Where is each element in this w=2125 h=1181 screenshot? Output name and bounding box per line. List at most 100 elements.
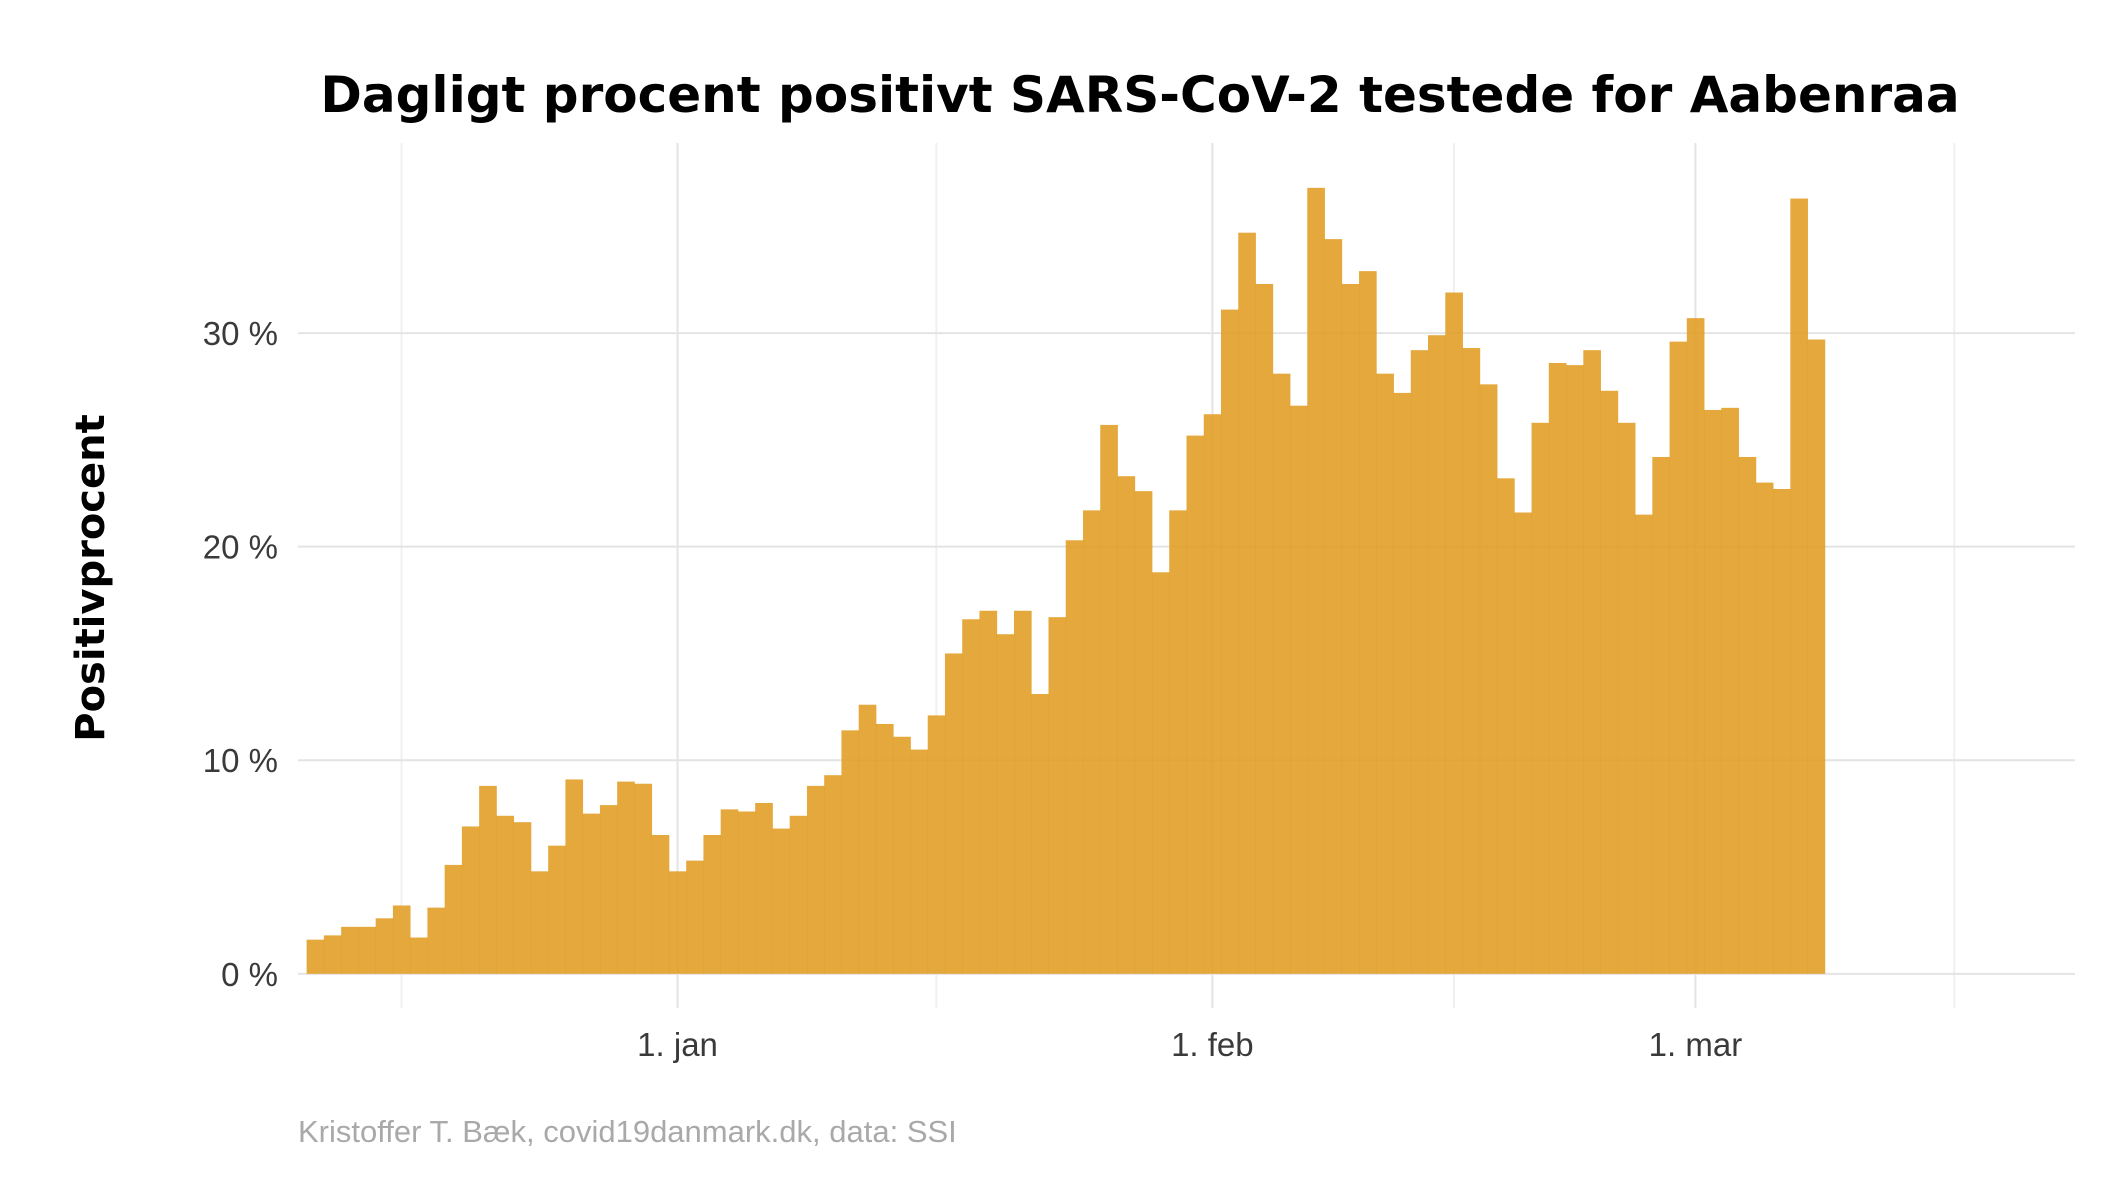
bar xyxy=(668,871,687,974)
bar xyxy=(1238,232,1256,974)
bar xyxy=(1324,239,1343,974)
bar xyxy=(1307,187,1325,974)
bar xyxy=(1341,283,1360,974)
bar xyxy=(1479,384,1498,974)
bar xyxy=(548,845,566,974)
bar xyxy=(1721,407,1739,974)
bar xyxy=(496,815,515,974)
x-tick-label: 1. mar xyxy=(1649,1026,1743,1063)
bar xyxy=(323,935,342,974)
bar xyxy=(1738,456,1757,974)
bar xyxy=(461,826,480,974)
bar xyxy=(824,775,842,974)
bar xyxy=(1221,309,1239,974)
y-axis-ticks: 0 % 10 % 20 % 30 % xyxy=(203,315,278,993)
bar xyxy=(772,828,791,974)
bar xyxy=(1807,339,1826,974)
bar xyxy=(306,939,325,974)
bar xyxy=(737,811,756,974)
bar xyxy=(893,736,911,974)
bar xyxy=(1635,514,1653,974)
bar xyxy=(1531,422,1550,974)
bar xyxy=(910,749,929,974)
bar xyxy=(1652,456,1670,974)
bar xyxy=(1290,405,1308,974)
bar xyxy=(1359,271,1377,974)
bar xyxy=(1428,335,1446,974)
bar xyxy=(1445,292,1463,974)
bar xyxy=(599,805,618,974)
y-axis-label: Positivprocent xyxy=(68,414,114,742)
bar xyxy=(703,835,722,974)
bar xyxy=(1065,540,1084,974)
bar xyxy=(444,864,463,974)
y-tick-label: 10 % xyxy=(203,742,278,779)
bar xyxy=(927,715,946,974)
y-tick-label: 20 % xyxy=(203,529,278,566)
bar xyxy=(1255,283,1274,974)
bar xyxy=(1583,350,1601,974)
bar xyxy=(651,835,670,974)
bar xyxy=(979,610,998,974)
bar xyxy=(806,785,825,974)
bar xyxy=(1790,198,1808,974)
bar xyxy=(1134,491,1153,974)
x-tick-label: 1. feb xyxy=(1171,1026,1254,1063)
bar xyxy=(634,783,653,974)
bar xyxy=(1117,476,1136,974)
x-tick-label: 1. jan xyxy=(637,1026,718,1063)
bar xyxy=(1669,341,1688,974)
chart-title: Dagligt procent positivt SARS-CoV-2 test… xyxy=(320,66,1959,124)
bar xyxy=(1272,373,1291,974)
bar xyxy=(617,781,635,974)
y-tick-label: 30 % xyxy=(203,315,278,352)
bar xyxy=(1497,478,1515,974)
bar xyxy=(996,634,1015,974)
bar xyxy=(1013,610,1032,974)
y-tick-label: 0 % xyxy=(221,956,278,993)
bar xyxy=(1773,489,1791,974)
bar xyxy=(1203,414,1222,974)
bar xyxy=(375,918,394,974)
bar xyxy=(1410,350,1429,974)
bar xyxy=(686,860,704,974)
bar xyxy=(841,730,860,974)
bars xyxy=(306,187,1826,974)
bar xyxy=(1169,510,1187,974)
bar xyxy=(358,926,377,974)
bar xyxy=(875,723,894,974)
bar xyxy=(1393,392,1412,974)
bar xyxy=(410,937,428,974)
bar xyxy=(1566,365,1584,974)
bar xyxy=(530,871,549,974)
bar xyxy=(341,926,359,974)
bar xyxy=(962,619,980,974)
bar xyxy=(1031,694,1049,974)
bar xyxy=(513,822,532,974)
bar xyxy=(392,905,411,974)
bar xyxy=(1755,482,1774,974)
bar xyxy=(858,704,877,974)
bar xyxy=(944,653,963,974)
bar xyxy=(789,815,808,974)
bar xyxy=(582,813,601,974)
bar xyxy=(1082,510,1101,974)
bar xyxy=(1548,362,1567,974)
x-axis-ticks: 1. jan 1. feb 1. mar xyxy=(637,1026,1742,1063)
chart-caption: Kristoffer T. Bæk, covid19danmark.dk, da… xyxy=(298,1114,957,1149)
bar xyxy=(565,779,584,974)
bar xyxy=(1514,512,1532,974)
bar xyxy=(479,785,497,974)
bar xyxy=(720,809,739,974)
bar xyxy=(427,907,446,974)
bar xyxy=(1376,373,1394,974)
bar xyxy=(1100,424,1118,974)
bar xyxy=(1048,617,1067,974)
bar xyxy=(1186,435,1205,974)
bar xyxy=(755,802,773,974)
bar xyxy=(1704,409,1722,974)
bar xyxy=(1462,348,1481,974)
bar xyxy=(1617,422,1636,974)
bar xyxy=(1686,318,1705,974)
